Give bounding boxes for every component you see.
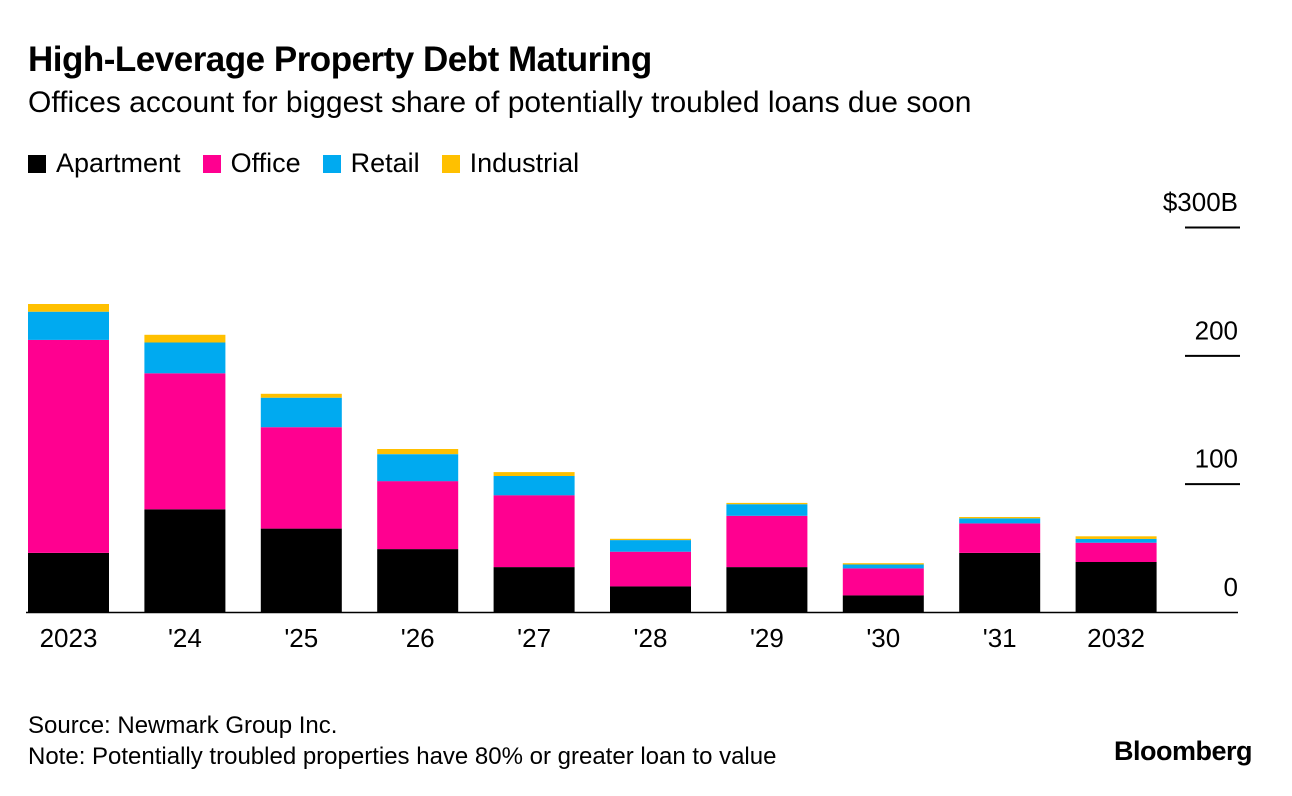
legend-swatch-office bbox=[202, 154, 221, 173]
bar-retail-4 bbox=[493, 476, 575, 496]
bar-retail-9 bbox=[1075, 538, 1157, 543]
bar-industrial-0 bbox=[28, 304, 109, 312]
bar-apartment-0 bbox=[28, 553, 109, 612]
legend-item-retail: Retail bbox=[322, 148, 420, 179]
legend-item-industrial: Industrial bbox=[441, 148, 580, 179]
legend-item-office: Office bbox=[202, 148, 301, 179]
bar-apartment-5 bbox=[610, 586, 691, 612]
legend-label-retail: Retail bbox=[350, 148, 420, 178]
bar-office-7 bbox=[842, 568, 924, 596]
bar-industrial-1 bbox=[144, 334, 226, 343]
legend-label-industrial: Industrial bbox=[469, 148, 580, 178]
legend-label-apartment: Apartment bbox=[56, 148, 181, 178]
bar-apartment-4 bbox=[493, 567, 575, 612]
x-tick-label: '31 bbox=[983, 623, 1017, 653]
legend-item-apartment: Apartment bbox=[28, 148, 181, 179]
bloomberg-logo: Bloomberg bbox=[1113, 736, 1253, 766]
legend-swatch-apartment bbox=[28, 154, 46, 173]
bar-retail-8 bbox=[959, 518, 1041, 524]
bar-retail-6 bbox=[726, 504, 808, 516]
y-tick-label: 200 bbox=[1195, 315, 1238, 345]
bar-retail-7 bbox=[842, 564, 924, 569]
footnote: Note: Potentially troubled properties ha… bbox=[28, 743, 777, 770]
bar-apartment-3 bbox=[377, 549, 459, 612]
bar-office-5 bbox=[610, 551, 691, 587]
x-tick-label: '26 bbox=[401, 623, 435, 653]
bar-apartment-1 bbox=[144, 509, 226, 612]
bar-retail-0 bbox=[28, 311, 109, 340]
x-tick-label: '28 bbox=[634, 623, 668, 653]
bar-retail-5 bbox=[610, 540, 691, 552]
bar-apartment-7 bbox=[842, 595, 924, 612]
bar-retail-2 bbox=[260, 397, 342, 428]
bar-office-9 bbox=[1075, 542, 1157, 562]
chart-subtitle: Offices account for biggest share of pot… bbox=[28, 86, 972, 119]
bar-office-0 bbox=[28, 339, 109, 553]
bar-industrial-8 bbox=[959, 517, 1041, 519]
bar-industrial-5 bbox=[610, 538, 691, 541]
x-tick-label: '24 bbox=[168, 623, 202, 653]
bar-office-3 bbox=[377, 481, 459, 550]
x-tick-label: '25 bbox=[284, 623, 318, 653]
chart-title: High-Leverage Property Debt Maturing bbox=[28, 40, 652, 79]
y-tick-label: $300B bbox=[1163, 187, 1238, 217]
bar-apartment-6 bbox=[726, 567, 808, 612]
x-tick-label: 2032 bbox=[1087, 623, 1145, 653]
stacked-bar-chart: 2023 '24 '25 '26 '27 '28 '29 '30 '31 2032 $300B 200… bbox=[26, 187, 1240, 653]
bar-industrial-9 bbox=[1075, 536, 1157, 539]
legend-label-office: Office bbox=[230, 148, 301, 178]
x-tick-label: '30 bbox=[866, 623, 900, 653]
bar-industrial-7 bbox=[842, 563, 924, 565]
bar-industrial-2 bbox=[260, 393, 342, 398]
legend-swatch-industrial bbox=[441, 154, 460, 173]
bar-office-2 bbox=[260, 427, 342, 529]
bar-office-4 bbox=[493, 495, 575, 568]
bar-apartment-8 bbox=[959, 553, 1041, 612]
bar-retail-3 bbox=[377, 454, 459, 482]
bar-office-8 bbox=[959, 523, 1041, 553]
bar-apartment-2 bbox=[260, 528, 342, 612]
bar-apartment-9 bbox=[1075, 561, 1157, 612]
bar-retail-1 bbox=[144, 342, 226, 374]
bar-office-6 bbox=[726, 515, 808, 568]
bar-office-1 bbox=[144, 373, 226, 510]
bar-industrial-6 bbox=[726, 502, 808, 505]
source-note: Source: Newmark Group Inc. bbox=[28, 712, 338, 739]
y-tick-label: 0 bbox=[1224, 572, 1238, 602]
legend: Apartment Office Retail Industrial bbox=[28, 148, 601, 179]
x-tick-label: 2023 bbox=[40, 623, 98, 653]
x-tick-label: '29 bbox=[750, 623, 784, 653]
bar-industrial-3 bbox=[377, 449, 459, 455]
bar-industrial-4 bbox=[493, 472, 575, 476]
y-tick-label: 100 bbox=[1195, 444, 1238, 474]
x-tick-label: '27 bbox=[517, 623, 551, 653]
legend-swatch-retail bbox=[322, 154, 341, 173]
